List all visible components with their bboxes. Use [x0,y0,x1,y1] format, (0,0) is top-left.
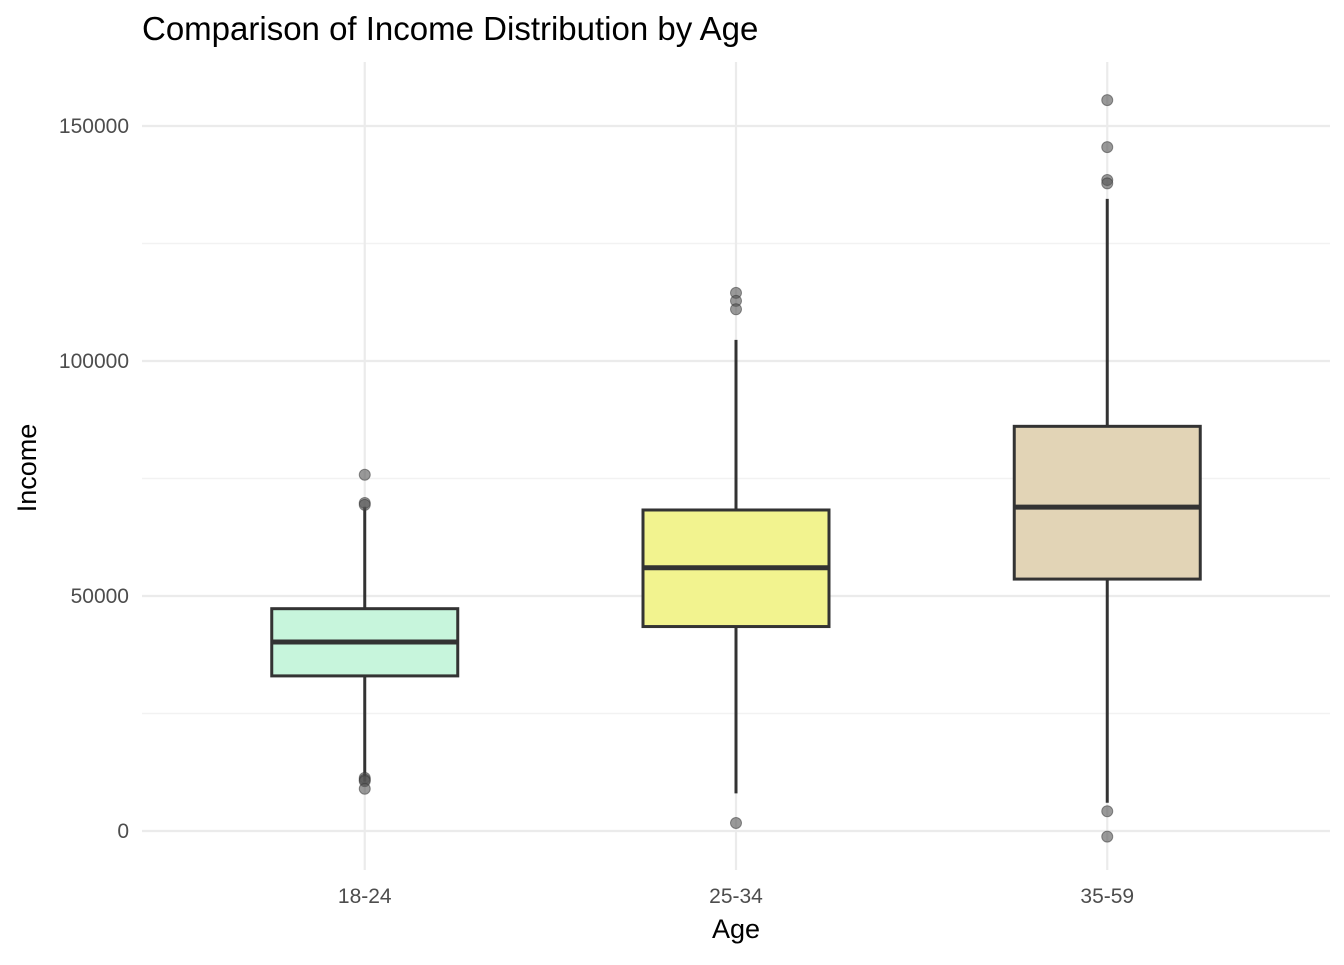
outlier-point [358,498,371,511]
chart-title: Comparison of Income Distribution by Age [142,10,758,47]
x-tick-label: 18-24 [338,885,392,908]
box-group-25-34 [641,286,831,830]
outlier-point [1101,177,1114,190]
box-group-18-24 [270,468,460,795]
y-tick-label: 50000 [71,585,129,608]
outlier-point [1101,805,1114,818]
tick-layer: 0 50000 100000 150000 18-24 25-34 35-59 [59,115,1134,908]
outlier-point [730,817,742,830]
x-tick-label: 35-59 [1080,885,1134,908]
x-tick-label: 25-34 [709,885,763,908]
outlier-point [1101,141,1114,154]
outlier-point [358,782,371,795]
y-tick-label: 150000 [59,115,129,138]
outlier-point [1101,94,1114,107]
x-axis-title: Age [712,914,760,944]
iqr-box [1012,424,1202,581]
box-layer [270,94,1202,843]
outlier-point [1101,830,1114,843]
outlier-point [358,468,371,481]
y-axis-title: Income [12,424,42,513]
box-group-35-59 [1012,94,1202,843]
outlier-point [730,303,742,316]
y-tick-label: 100000 [59,350,129,373]
y-tick-label: 0 [117,820,129,843]
